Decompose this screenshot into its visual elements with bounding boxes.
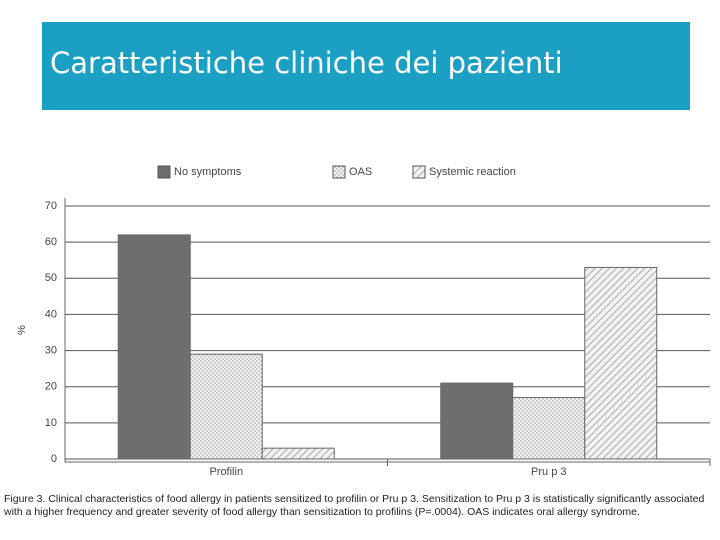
slide-title: Caratteristiche cliniche dei pazienti [50, 46, 563, 80]
x-tick-label: Pru p 3 [531, 466, 566, 478]
bar [440, 382, 514, 460]
legend-label: Systemic reaction [429, 166, 516, 178]
bar [189, 353, 263, 460]
y-axis-label: % [16, 325, 28, 335]
legend-label: OAS [349, 166, 372, 178]
legend-swatch [332, 165, 346, 179]
legend-swatch [412, 165, 426, 179]
y-tick-label: 70 [45, 200, 57, 212]
y-tick-label: 20 [45, 381, 57, 393]
bar [512, 397, 586, 460]
bar [117, 234, 191, 460]
legend-swatch [157, 165, 171, 179]
y-tick-label: 0 [51, 453, 57, 465]
x-tick-label: Profilin [209, 466, 243, 478]
chart: % 0 10 20 30 40 50 60 70 No symptoms OAS Systemic … [16, 165, 711, 478]
y-tick-label: 40 [45, 308, 57, 320]
y-tick-label: 60 [45, 236, 57, 248]
y-tick-label: 30 [45, 344, 57, 356]
title-banner: Caratteristiche cliniche dei pazienti [42, 22, 690, 110]
legend-label: No symptoms [174, 166, 242, 178]
bar [261, 447, 335, 460]
figure-caption: Figure 3. Clinical characteristics of fo… [4, 493, 705, 518]
y-tick-label: 50 [45, 272, 57, 284]
y-tick-label: 10 [45, 417, 57, 429]
bar [584, 266, 658, 460]
